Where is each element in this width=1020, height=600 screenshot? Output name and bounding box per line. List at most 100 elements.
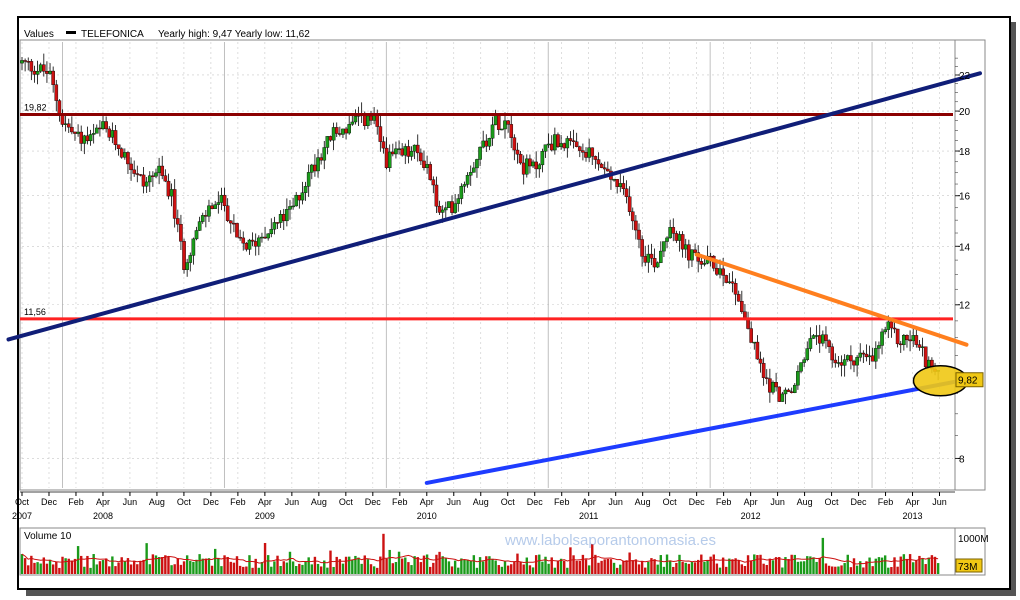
candle-down — [627, 196, 632, 212]
volume-bar — [506, 565, 510, 574]
candle-down — [515, 149, 520, 155]
candle-up — [185, 262, 189, 270]
volume-bar — [849, 567, 853, 574]
candle-up — [727, 281, 732, 283]
volume-bar — [391, 563, 395, 574]
candle-down — [263, 236, 267, 239]
volume-bar — [584, 559, 588, 574]
candle-down — [70, 126, 74, 133]
candle-down — [66, 123, 71, 128]
volume-bar — [862, 567, 865, 574]
candle-up — [877, 345, 881, 349]
volume-bar — [746, 555, 750, 574]
y-tick-label: 14 — [959, 242, 971, 253]
candle-up — [372, 115, 376, 121]
volume-bar — [575, 560, 578, 574]
volume-bar — [840, 565, 843, 574]
volume-bar — [681, 561, 684, 574]
candle-down — [132, 169, 136, 174]
candle-down — [32, 70, 37, 75]
volume-bar — [83, 566, 86, 574]
x-year-label: 2008 — [93, 511, 113, 521]
candle-down — [528, 158, 532, 167]
volume-bar — [538, 554, 541, 574]
volume-bar — [207, 558, 211, 574]
volume-bar — [749, 560, 753, 574]
candle-down — [870, 355, 875, 362]
volume-bar — [550, 557, 553, 574]
candle-up — [350, 121, 355, 125]
candle-up — [540, 151, 545, 166]
x-tick-label: Dec — [41, 497, 58, 507]
candle-up — [612, 179, 616, 181]
volume-bar — [893, 557, 896, 574]
volume-bar — [880, 557, 884, 574]
candle-up — [920, 346, 925, 348]
candle-down — [437, 205, 442, 213]
candle-up — [35, 70, 40, 75]
volume-bar — [376, 567, 379, 574]
volume-bar — [360, 563, 363, 574]
volume-bar — [497, 565, 500, 574]
candle-down — [634, 220, 638, 231]
candle-up — [94, 127, 99, 134]
volume-bar — [251, 567, 254, 574]
x-tick-label: Aug — [797, 497, 813, 507]
volume-bar — [198, 554, 201, 574]
volume-bar — [516, 553, 519, 574]
candle-up — [475, 159, 479, 169]
volume-bar — [874, 558, 878, 574]
candle-up — [683, 244, 688, 250]
candle-up — [783, 389, 788, 395]
candle-up — [462, 184, 467, 187]
candle-up — [291, 205, 295, 208]
candle-down — [141, 174, 146, 187]
volume-bar — [273, 561, 276, 574]
candle-up — [82, 135, 87, 144]
volume-bar — [563, 560, 566, 574]
candle-up — [553, 134, 557, 151]
volume-bar — [846, 554, 849, 574]
volume-bar — [323, 560, 326, 574]
y-axis-ticks: 22 20 18 16 14 12 8 — [955, 57, 971, 465]
values-label: Values — [24, 29, 54, 40]
volume-bar — [924, 564, 927, 574]
candle-down — [599, 163, 604, 168]
candle-down — [621, 183, 626, 189]
candle-down — [864, 353, 869, 358]
candle-up — [587, 147, 591, 158]
x-tick-label: Jun — [770, 497, 785, 507]
x-tick-label: Aug — [149, 497, 165, 507]
candle-down — [275, 222, 280, 224]
volume-bar — [242, 566, 245, 574]
volume-bar — [245, 566, 248, 574]
candle-down — [232, 222, 236, 225]
candle-up — [543, 144, 548, 152]
candle-up — [867, 355, 872, 358]
candle-down — [328, 136, 333, 141]
volume-bar — [307, 557, 310, 574]
candle-down — [422, 160, 426, 168]
volume-bar — [457, 567, 460, 574]
volume-bar — [270, 566, 273, 574]
candle-down — [45, 71, 49, 74]
candle-down — [415, 144, 420, 154]
candle-down — [450, 201, 454, 213]
volume-bar — [790, 554, 793, 574]
candle-down — [241, 237, 246, 244]
volume-bar — [525, 557, 529, 574]
volume-bar — [148, 564, 151, 574]
volume-bar — [559, 558, 563, 574]
volume-bar — [784, 557, 787, 574]
volume-bar — [357, 557, 360, 574]
candle-up — [341, 128, 345, 135]
candle-down — [923, 346, 928, 368]
volume-bar — [466, 559, 469, 574]
volume-bar — [915, 560, 918, 574]
candle-down — [484, 140, 489, 147]
candle-down — [640, 239, 644, 257]
candle-up — [456, 198, 461, 204]
candle-up — [194, 230, 199, 240]
volume-bar — [235, 556, 239, 574]
candle-up — [468, 172, 473, 176]
